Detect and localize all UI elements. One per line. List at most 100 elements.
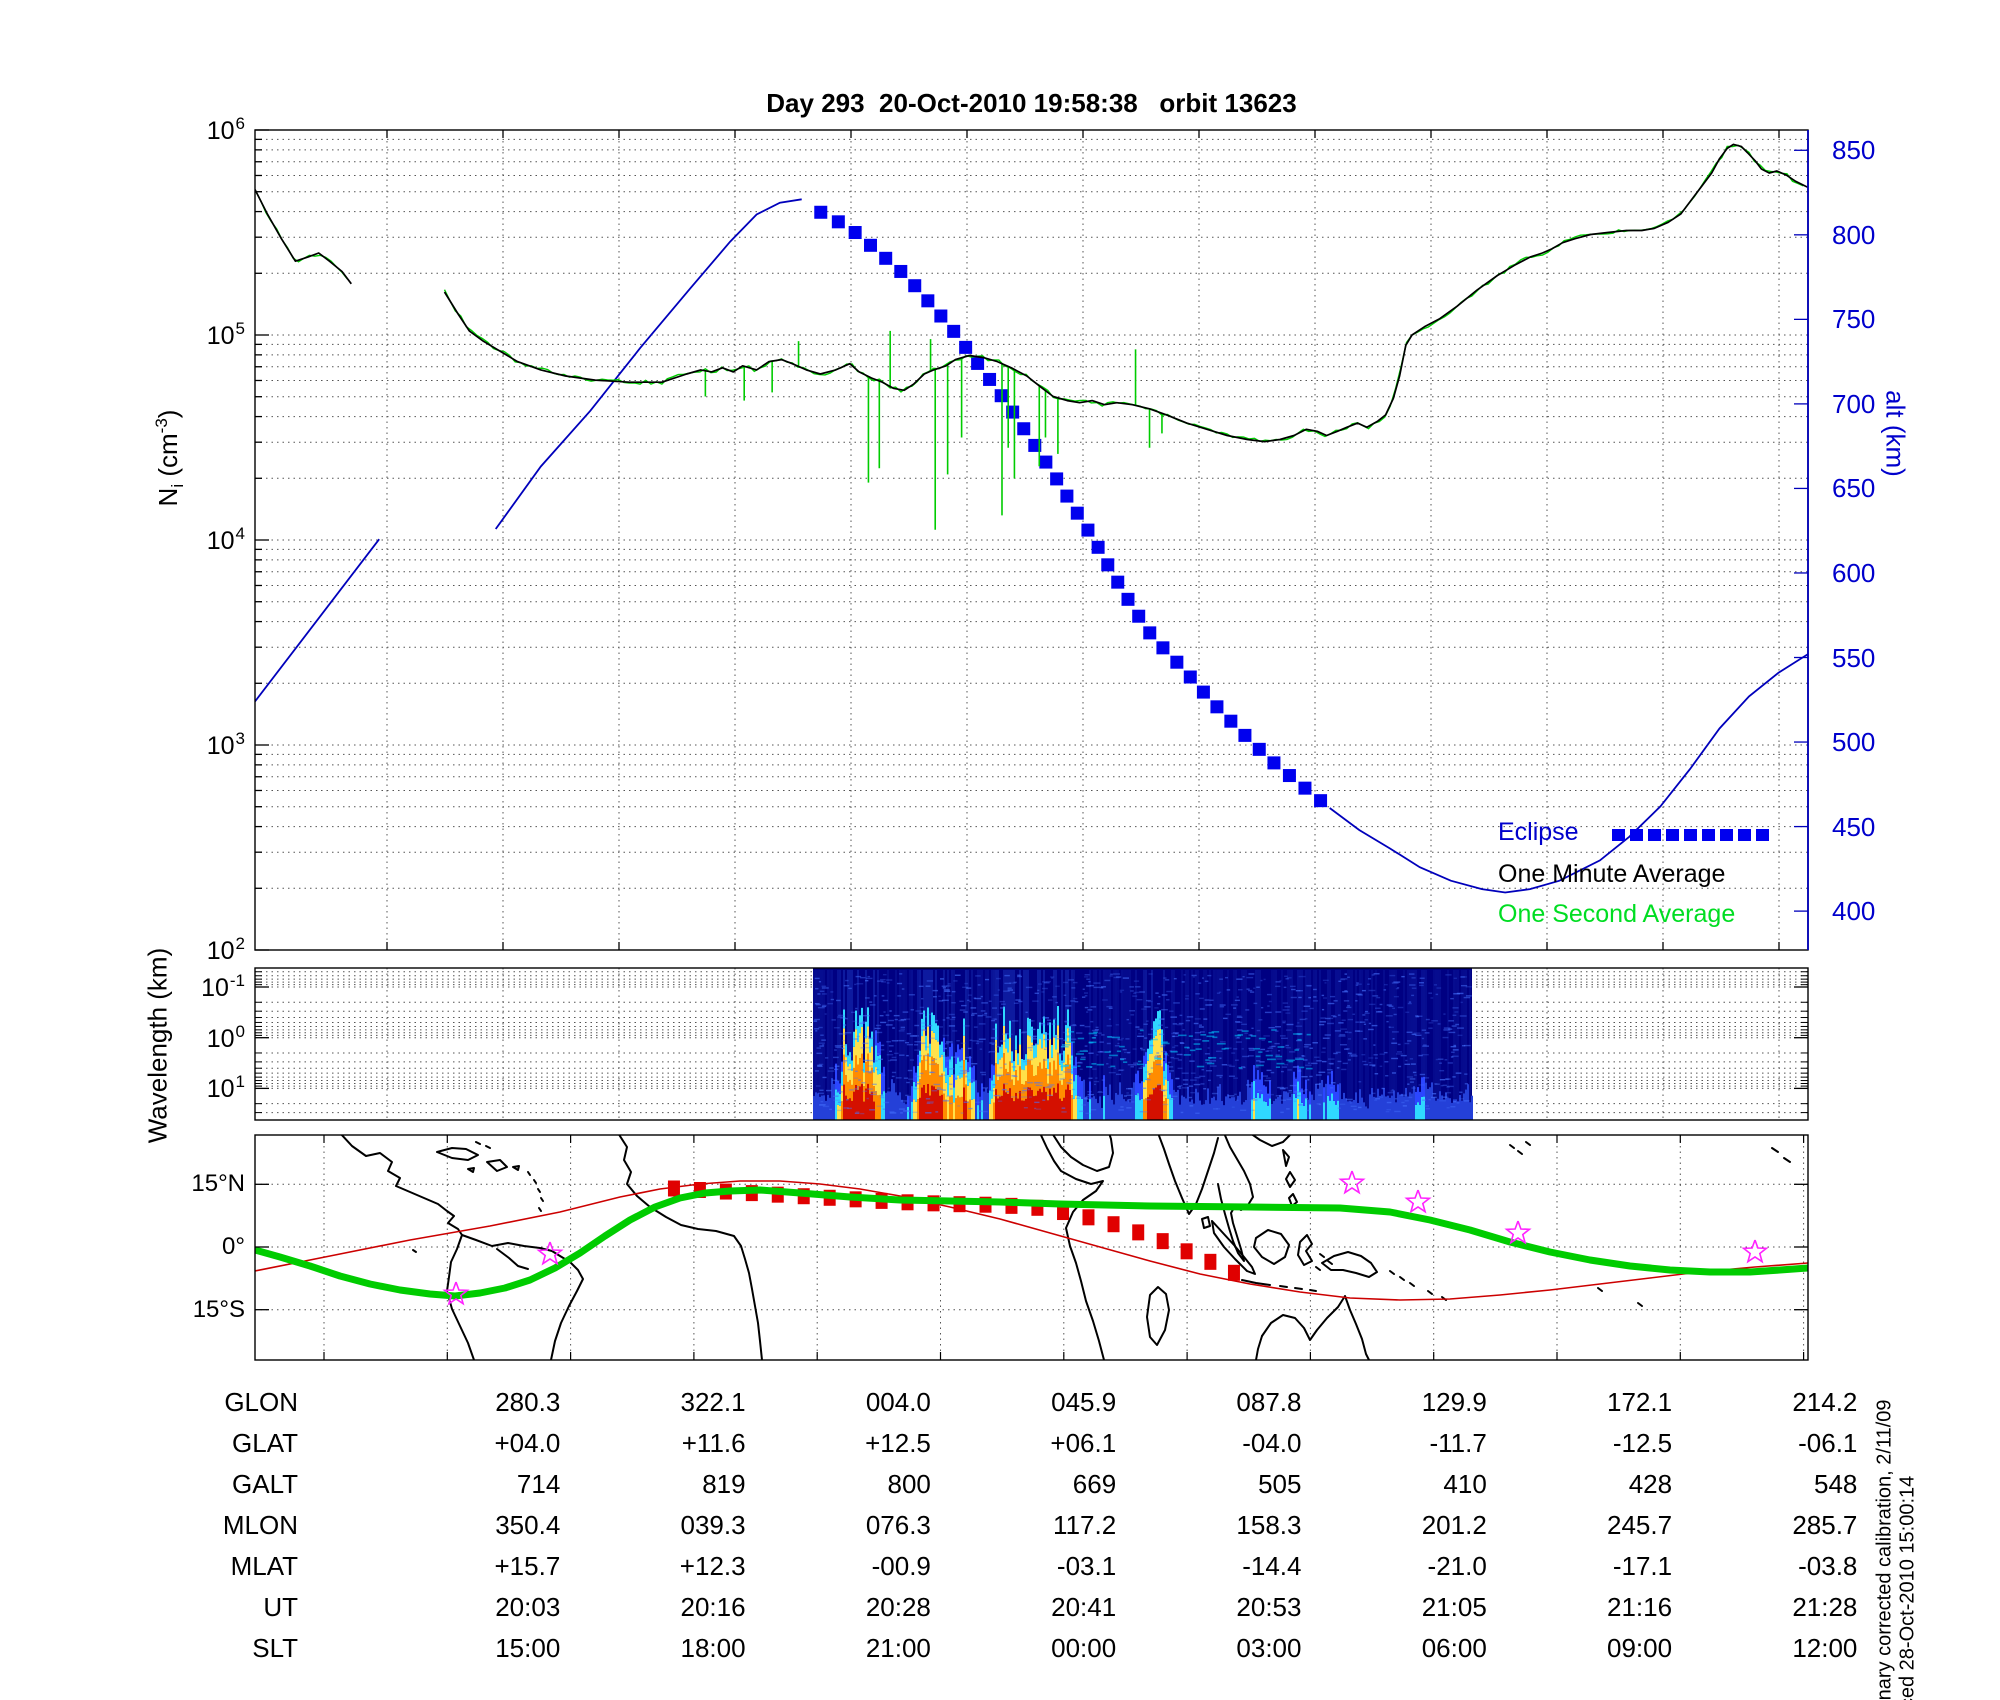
table-cell: 172.1: [1607, 1387, 1673, 1417]
alt-tick-850: 850: [1832, 135, 1876, 166]
legend-eclipse-label: Eclipse: [1498, 818, 1579, 846]
table-row-label: MLAT: [230, 1551, 298, 1581]
table-cell: 322.1: [680, 1387, 746, 1417]
table-cell: 09:00: [1607, 1633, 1673, 1663]
ni-label-sub: i: [168, 483, 187, 488]
ni-tick-6: 106: [206, 114, 245, 145]
ni-label-end: ): [153, 409, 183, 419]
alt-tick-750: 750: [1832, 304, 1876, 335]
table-cell: 20:03: [495, 1592, 561, 1622]
table-cell: -14.4: [1242, 1551, 1302, 1581]
map-frame: [254, 1134, 1809, 1361]
legend-eclipse: Eclipse: [1498, 818, 1579, 847]
table-cell: +12.3: [679, 1551, 746, 1581]
star-marker: [442, 1281, 470, 1306]
table-cell: 004.0: [865, 1387, 931, 1417]
table-cell: -03.1: [1056, 1551, 1117, 1581]
table-cell: 03:00: [1236, 1633, 1302, 1663]
table-cell: 00:00: [1051, 1633, 1117, 1663]
footer-produced-note: Produced 28-Oct-2010 15:00:14: [1896, 1475, 1919, 1700]
footer-calibration-note: Preliminary corrected calibration, 2/11/…: [1873, 1399, 1896, 1700]
table-cell: -06.1: [1798, 1428, 1858, 1458]
ni-minute-curve: [255, 143, 1808, 443]
table-cell: 087.8: [1236, 1387, 1302, 1417]
table-cell: +12.5: [865, 1428, 931, 1458]
table-cell: 350.4: [495, 1510, 561, 1540]
wavelength-tick--1: 10-1: [201, 971, 245, 1002]
table-cell: 819: [702, 1469, 746, 1499]
ni-tick-5: 105: [206, 319, 245, 350]
table-row-label: SLT: [252, 1633, 298, 1663]
table-cell: -12.5: [1612, 1428, 1673, 1458]
legend-minute-label: One Minute Average: [1498, 860, 1726, 888]
table-cell: +15.7: [494, 1551, 561, 1581]
alt-tick-600: 600: [1832, 557, 1876, 588]
table-cell: -00.9: [871, 1551, 931, 1581]
table-cell: 669: [1072, 1469, 1117, 1499]
table-cell: 21:28: [1792, 1592, 1858, 1622]
table-row-label: UT: [263, 1592, 298, 1622]
table-cell: -21.0: [1427, 1551, 1487, 1581]
table-cell: 076.3: [865, 1510, 931, 1540]
table-cell: -03.8: [1798, 1551, 1858, 1581]
spectrogram: [813, 968, 1473, 1120]
table-cell: +11.6: [681, 1428, 746, 1458]
table-cell: +06.1: [1050, 1428, 1117, 1458]
ni-label-base: N: [153, 487, 183, 507]
lat-tick-0: 15°N: [191, 1170, 245, 1198]
legend-minute: One Minute Average: [1498, 860, 1725, 889]
legend-eclipse-swatch: [1612, 829, 1772, 842]
table-cell: 18:00: [680, 1633, 746, 1663]
table-cell: 20:41: [1051, 1592, 1117, 1622]
top-panel-frame: [254, 129, 1809, 951]
table-cell: 280.3: [495, 1387, 561, 1417]
ni-second-curve: [255, 144, 1804, 530]
figure-title: Day 293 20-Oct-2010 19:58:38 orbit 13623: [766, 88, 1297, 118]
table-cell: 12:00: [1792, 1633, 1858, 1663]
table-cell: 21:05: [1421, 1592, 1487, 1622]
top-panel-gridlines: [255, 130, 1808, 950]
table-cell: 505: [1258, 1469, 1302, 1499]
table-cell: 214.2: [1792, 1387, 1858, 1417]
table-cell: 21:16: [1607, 1592, 1673, 1622]
altitude-curve: [255, 198, 1808, 894]
ni-tick-2: 102: [206, 934, 245, 965]
table-cell: 129.9: [1421, 1387, 1487, 1417]
table-cell: 045.9: [1051, 1387, 1117, 1417]
table-cell: 20:53: [1236, 1592, 1302, 1622]
alt-tick-500: 500: [1832, 727, 1876, 758]
table-cell: 039.3: [680, 1510, 746, 1540]
map-gridlines: [255, 1135, 1808, 1360]
table-cell: 21:00: [865, 1633, 931, 1663]
magnetic-equator: [255, 1180, 1808, 1301]
legend-second-label: One Second Average: [1498, 900, 1736, 928]
table-cell: 201.2: [1421, 1510, 1487, 1540]
table-row-label: MLON: [222, 1510, 298, 1540]
table-row-label: GLAT: [232, 1428, 298, 1458]
table-cell: 06:00: [1421, 1633, 1487, 1663]
table-cell: 548: [1814, 1469, 1858, 1499]
wavelength-tick-1: 101: [206, 1072, 245, 1104]
star-marker: [1741, 1239, 1769, 1264]
legend-second: One Second Average: [1498, 900, 1735, 929]
table-cell: 410: [1443, 1469, 1487, 1499]
star-marker: [1404, 1189, 1432, 1214]
eclipse-dash-sample-icon: [1612, 829, 1769, 841]
eclipse-markers: [814, 205, 1328, 808]
alt-tick-450: 450: [1832, 811, 1876, 842]
table-cell: -17.1: [1612, 1551, 1673, 1581]
ni-label-mid: (cm: [153, 433, 183, 484]
alt-tick-700: 700: [1832, 388, 1876, 419]
alt-tick-800: 800: [1832, 219, 1876, 250]
table-cell: 428: [1628, 1469, 1673, 1499]
star-marker: [536, 1241, 564, 1266]
table-cell: 800: [887, 1469, 931, 1499]
star-marker: [1338, 1170, 1366, 1195]
spectro-frame: [254, 967, 1809, 1121]
table-cell: 20:16: [680, 1592, 746, 1622]
table-cell: 245.7: [1607, 1510, 1673, 1540]
ni-tick-3: 103: [206, 729, 245, 760]
table-row-label: GALT: [232, 1469, 298, 1499]
